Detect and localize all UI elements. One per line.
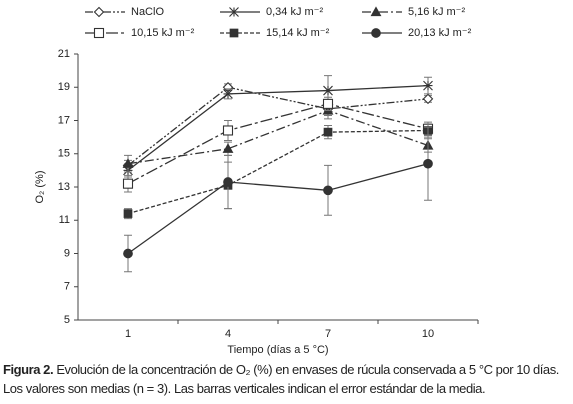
x-tick-label: 1	[125, 328, 131, 340]
y-axis-label: O₂ (%)	[34, 171, 46, 204]
x-tick-label: 7	[325, 328, 331, 340]
y-tick-label: 9	[64, 247, 70, 259]
series-line	[127, 84, 429, 171]
caption-text: Evolución de la concentración de O₂ (%) …	[3, 362, 559, 396]
legend-marker	[93, 6, 105, 18]
legend-label: 10,15 kJ m⁻²	[131, 27, 195, 39]
legend-marker	[229, 28, 239, 38]
data-point	[123, 248, 133, 259]
legend-label: 0,34 kJ m⁻²	[266, 6, 323, 18]
y-tick-label: 15	[58, 148, 70, 160]
data-point	[422, 93, 434, 105]
series-line	[127, 103, 429, 185]
y-tick-label: 19	[58, 81, 70, 93]
legend-label: 15,14 kJ m⁻²	[266, 27, 330, 39]
data-point	[222, 143, 234, 153]
y-tick-label: 11	[59, 214, 70, 226]
legend-marker	[229, 7, 239, 17]
y-tick-label: 7	[64, 281, 70, 293]
x-tick-label: 10	[422, 328, 434, 340]
data-point	[122, 178, 134, 189]
data-point	[222, 125, 234, 136]
caption: Figura 2. Evolución de la concentración …	[3, 360, 573, 398]
chart: Tiempo (días a 5 °C) O₂ (%) 579111315171…	[34, 6, 479, 356]
x-tick-label: 4	[225, 328, 231, 340]
data-point	[123, 209, 133, 218]
data-point	[423, 80, 433, 91]
y-tick-label: 13	[58, 181, 70, 193]
data-point	[223, 177, 233, 187]
caption-label: Figura 2.	[3, 362, 54, 377]
data-point	[322, 98, 334, 109]
series-line	[127, 129, 429, 215]
data-point	[323, 85, 333, 96]
legend-label: 5,16 kJ m⁻²	[408, 6, 465, 18]
series-line	[127, 86, 429, 166]
legend-label: NaClO	[131, 6, 164, 18]
series-line	[127, 109, 429, 165]
y-tick-label: 21	[58, 48, 70, 60]
legend-marker	[371, 28, 381, 38]
data-point	[323, 127, 333, 137]
legend-marker	[93, 27, 105, 39]
data-point	[323, 185, 333, 196]
y-tick-label: 17	[58, 114, 70, 126]
data-point	[423, 158, 433, 169]
legend-label: 20,13 kJ m⁻²	[408, 27, 472, 39]
data-point	[122, 158, 134, 168]
series-line	[127, 163, 429, 255]
y-tick-label: 5	[64, 314, 70, 326]
legend-marker	[370, 6, 382, 17]
x-axis-label: Tiempo (días a 5 °C)	[227, 344, 328, 356]
data-point	[223, 89, 233, 99]
